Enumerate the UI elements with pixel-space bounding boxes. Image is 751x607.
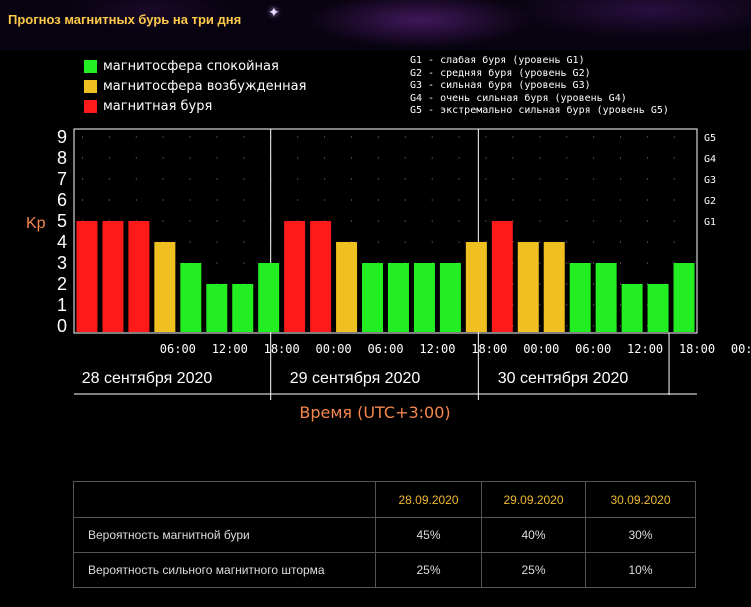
- day-label: 29 сентября 2020: [290, 370, 421, 387]
- x-tick-label: 00:00: [731, 342, 751, 356]
- bar: [154, 242, 176, 332]
- y-tick-label: 0: [57, 316, 67, 336]
- legend-swatch-yellow: [84, 79, 97, 93]
- g-scale-item: G1 - слабая буря (уровень G1): [410, 55, 585, 66]
- table-cell: 30%: [585, 517, 696, 553]
- g-tick-label: G2: [704, 196, 716, 207]
- g-scale-legend: G1 - слабая буря (уровень G1) G2 - средн…: [410, 55, 669, 118]
- table-cell: 25%: [375, 552, 482, 588]
- x-tick-label: 00:00: [523, 342, 559, 356]
- y-tick-label: 4: [57, 232, 67, 252]
- y-tick-label: 8: [57, 148, 67, 168]
- g-tick-label: G3: [704, 175, 716, 186]
- legend-item-active: магнитосфера возбужденная: [84, 76, 306, 96]
- sparkle-star-icon: ✦: [268, 5, 280, 21]
- legend-label: магнитная буря: [103, 98, 213, 114]
- table-row: Вероятность магнитной бури 45% 40% 30%: [73, 517, 696, 553]
- x-tick-label: 18:00: [471, 342, 507, 356]
- legend-item-quiet: магнитосфера спокойная: [84, 56, 306, 76]
- table-corner-cell: [73, 481, 376, 518]
- legend-swatch-green: [84, 59, 97, 73]
- bar: [387, 263, 409, 332]
- bar: [517, 242, 539, 332]
- row-label: Вероятность сильного магнитного шторма: [73, 552, 376, 588]
- y-tick-label: 6: [57, 190, 67, 210]
- g-tick-label: G1: [704, 217, 716, 228]
- legend-item-storm: магнитная буря: [84, 96, 306, 116]
- legend-label: магнитосфера спокойная: [103, 58, 279, 74]
- probability-table: 28.09.2020 29.09.2020 30.09.2020 Вероятн…: [73, 481, 696, 588]
- table-row: Вероятность сильного магнитного шторма 2…: [73, 552, 696, 588]
- bar: [621, 284, 643, 332]
- x-tick-label: 00:00: [316, 342, 352, 356]
- bar: [128, 221, 150, 332]
- bar: [647, 284, 669, 332]
- y-tick-label: 3: [57, 253, 67, 273]
- bar: [258, 263, 280, 332]
- bar: [362, 263, 384, 332]
- x-tick-label: 18:00: [679, 342, 715, 356]
- table-cell: 40%: [481, 517, 586, 553]
- y-tick-label: 2: [57, 274, 67, 294]
- bar: [491, 221, 513, 332]
- color-legend: магнитосфера спокойная магнитосфера возб…: [84, 56, 306, 116]
- x-tick-label: 12:00: [212, 342, 248, 356]
- plot-frame: [73, 128, 698, 334]
- y-axis-label: Kp: [26, 215, 46, 232]
- g-tick-label: G4: [704, 154, 716, 165]
- table-header-date: 30.09.2020: [585, 481, 696, 518]
- table-cell: 10%: [585, 552, 696, 588]
- g-tick-label: G5: [704, 133, 716, 144]
- bar: [206, 284, 228, 332]
- y-tick-label: 7: [57, 169, 67, 189]
- bar: [439, 263, 461, 332]
- x-tick-label: 12:00: [627, 342, 663, 356]
- day-label: 30 сентября 2020: [498, 370, 629, 387]
- table-cell: 25%: [481, 552, 586, 588]
- g-scale-item: G5 - экстремально сильная буря (уровень …: [410, 105, 669, 116]
- g-scale-item: G2 - средняя буря (уровень G2): [410, 67, 591, 79]
- y-tick-label: 5: [57, 211, 67, 231]
- g-scale-item: G3 - сильная буря (уровень G3): [410, 80, 591, 91]
- bar: [543, 242, 565, 332]
- page-title: Прогноз магнитных бурь на три дня: [8, 12, 242, 27]
- bar: [310, 221, 332, 332]
- bar: [232, 284, 254, 332]
- bar: [336, 242, 358, 332]
- legend-swatch-red: [84, 99, 97, 113]
- bar: [102, 221, 124, 332]
- y-tick-label: 1: [57, 295, 67, 315]
- x-tick-label: 12:00: [419, 342, 455, 356]
- x-axis-label: Время (UTC+3:00): [299, 403, 450, 422]
- day-label: 28 сентября 2020: [82, 370, 213, 387]
- bar: [76, 221, 98, 332]
- table-header-row: 28.09.2020 29.09.2020 30.09.2020: [73, 481, 696, 518]
- x-tick-label: 06:00: [575, 342, 611, 356]
- x-tick-label: 18:00: [264, 342, 300, 356]
- header-background: [0, 0, 751, 50]
- table-cell: 45%: [375, 517, 482, 553]
- row-label: Вероятность магнитной бури: [73, 517, 376, 553]
- bar: [595, 263, 617, 332]
- bar: [569, 263, 591, 332]
- bar: [284, 221, 306, 332]
- bar: [465, 242, 487, 332]
- table-header-date: 28.09.2020: [375, 481, 482, 518]
- x-tick-label: 06:00: [367, 342, 403, 356]
- bar: [180, 263, 202, 332]
- bar: [673, 263, 695, 332]
- bar: [413, 263, 435, 332]
- y-tick-label: 9: [57, 127, 67, 147]
- g-scale-item: G4 - очень сильная буря (уровень G4): [410, 92, 627, 104]
- legend-label: магнитосфера возбужденная: [103, 78, 307, 94]
- x-tick-label: 06:00: [160, 342, 196, 356]
- table-header-date: 29.09.2020: [481, 481, 586, 518]
